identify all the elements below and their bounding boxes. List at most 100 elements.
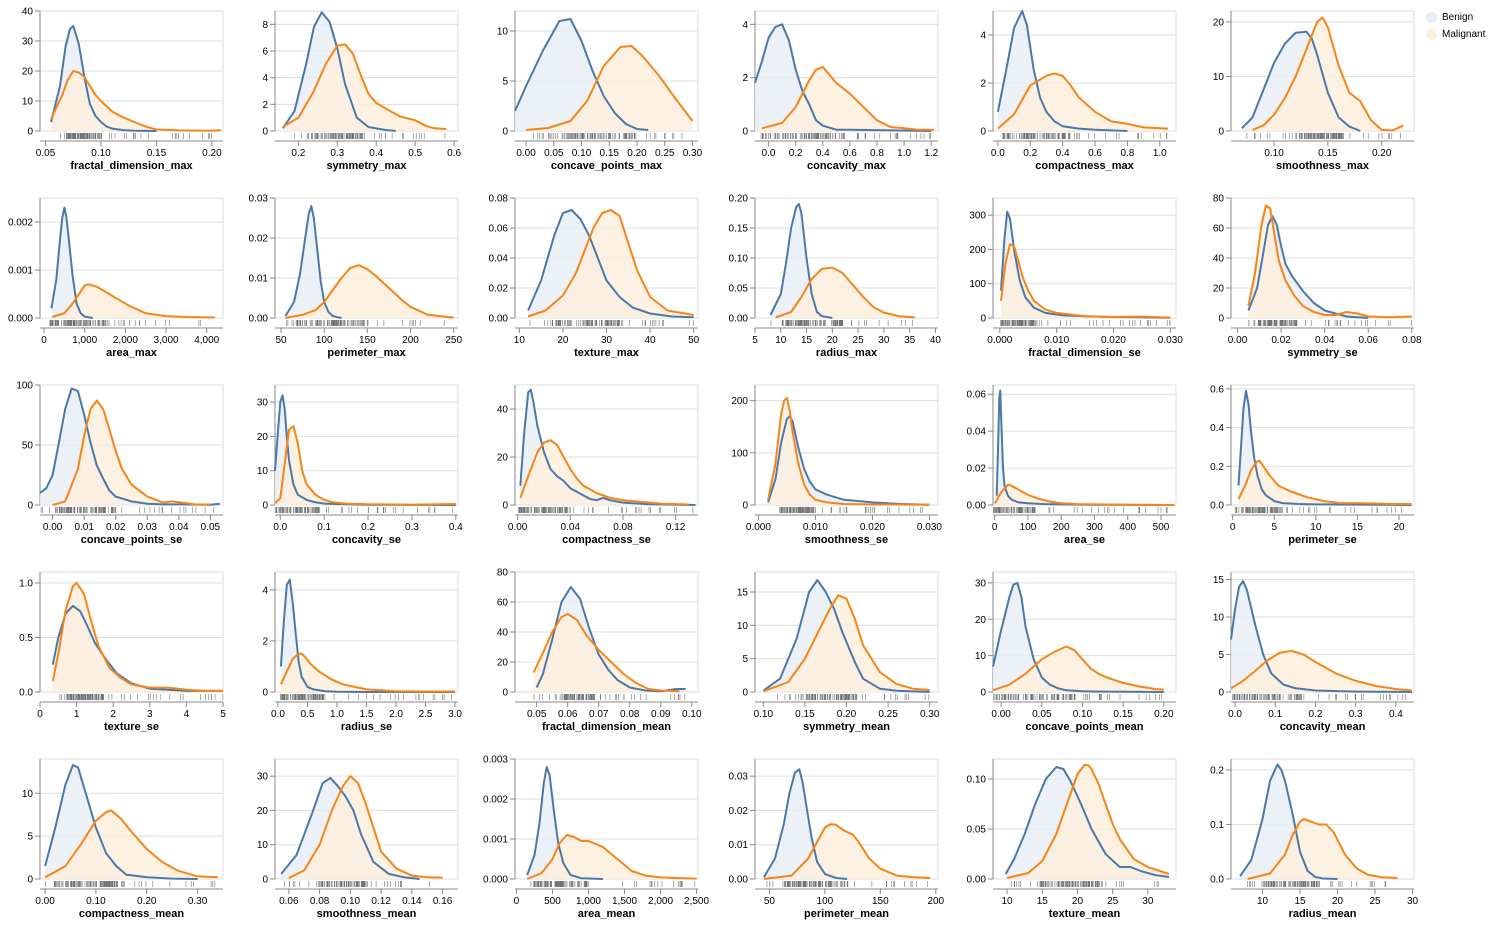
x-tick-label: 0.25 — [655, 148, 675, 159]
x-axis-label: symmetry_mean — [803, 721, 890, 733]
x-tick-label: 400 — [1119, 522, 1136, 533]
density-line-malignant — [526, 45, 694, 131]
x-tick-label: 2.0 — [389, 709, 403, 720]
density-line-malignant — [51, 283, 215, 319]
panel-symmetry-se: 0 20 40 60 80 0.00 0.02 0.04 0.06 0.08 symmetry_se — [1213, 194, 1422, 360]
x-tick-label: 10 — [775, 335, 787, 346]
x-tick-label: 4 — [184, 709, 190, 720]
x-tick-label: 5 — [1271, 522, 1277, 533]
x-axis-label: concave_points_se — [81, 534, 183, 546]
y-tick-label: 0.01 — [729, 840, 749, 851]
y-tick-label: 2 — [262, 100, 268, 111]
density-line-malignant — [1000, 243, 1171, 319]
x-tick-label: 200 — [402, 335, 419, 346]
panel-texture-max: 0.00 0.02 0.04 0.06 0.08 10 20 30 40 50 texture_ma… — [489, 194, 700, 360]
x-tick-label: 40 — [930, 335, 942, 346]
density-line-benign — [754, 23, 932, 132]
x-tick-label: 5 — [752, 335, 758, 346]
density-area-malignant — [1247, 819, 1398, 879]
x-tick-label: 3 — [147, 709, 153, 720]
rug-marks — [993, 507, 1168, 513]
x-axis-label: area_se — [1064, 534, 1105, 546]
density-line-benign — [1239, 763, 1338, 880]
x-tick-label: 0.4 — [1389, 709, 1403, 720]
density-area-malignant — [993, 646, 1164, 692]
x-axis-label: fractal_dimension_max — [70, 160, 193, 172]
y-tick-label: 0 — [1218, 127, 1224, 138]
density-line-malignant — [52, 399, 211, 506]
x-tick-label: 0.20 — [137, 896, 157, 907]
x-tick-label: 0.16 — [433, 896, 453, 907]
x-tick-label: 0.06 — [1359, 335, 1379, 346]
rug-marks — [760, 133, 931, 139]
panel-fractal-dimension-se: 0 100 200 300 0.000 0.010 0.020 0.030 fractal_di… — [969, 197, 1183, 359]
y-tick-label: 100 — [969, 279, 986, 290]
x-tick-label: 0.10 — [341, 896, 361, 907]
y-tick-label: 0 — [27, 875, 33, 886]
y-tick-label: 40 — [497, 628, 509, 639]
x-tick-label: 1.0 — [1153, 148, 1167, 159]
density-area-benign — [768, 416, 930, 505]
rug-marks — [45, 881, 216, 887]
x-tick-label: 2.5 — [419, 709, 433, 720]
y-tick-label: 20 — [22, 67, 34, 78]
x-tick-label: 10 — [1310, 522, 1322, 533]
y-tick-label: 10 — [975, 651, 987, 662]
density-line-malignant — [1247, 818, 1398, 880]
y-tick-label: 40 — [497, 405, 509, 416]
density-line-malignant — [761, 66, 934, 131]
rug-marks — [766, 881, 928, 887]
x-tick-label: 15 — [1294, 896, 1306, 907]
legend-item-benign[interactable]: Benign — [1426, 9, 1485, 26]
y-tick-label: 4 — [980, 31, 986, 42]
density-area-malignant — [52, 400, 211, 505]
x-tick-label: 0.20 — [627, 148, 647, 159]
rug-marks — [529, 320, 694, 326]
density-area-benign — [285, 206, 342, 318]
y-tick-label: 0 — [1218, 688, 1224, 699]
x-axis-label: compactness_mean — [79, 908, 184, 920]
density-line-malignant — [762, 594, 930, 693]
y-tick-label: 15 — [737, 588, 749, 599]
y-tick-label: 0.4 — [1210, 423, 1224, 434]
x-tick-label: 1.0 — [897, 148, 911, 159]
density-line-malignant — [519, 439, 689, 506]
x-tick-label: 0.6 — [447, 148, 461, 159]
panel-perimeter-max: 0.00 0.01 0.02 0.03 50 100 150 200 250 perimeter_… — [249, 194, 463, 360]
density-line-benign — [526, 766, 603, 880]
density-area-malignant — [761, 67, 934, 131]
x-tick-label: 0.10 — [86, 896, 106, 907]
x-tick-label: 20 — [1393, 522, 1405, 533]
x-tick-label: 20 — [1332, 896, 1344, 907]
x-tick-label: 0.00 — [43, 522, 63, 533]
density-area-malignant — [768, 398, 930, 505]
legend-item-malignant[interactable]: Malignant — [1426, 26, 1485, 43]
x-tick-label: 150 — [359, 335, 376, 346]
x-tick-label: 0.20 — [1372, 148, 1392, 159]
x-tick-label: 2,000 — [113, 335, 138, 346]
y-tick-label: 20 — [1213, 17, 1225, 28]
x-tick-label: 0.0 — [271, 709, 285, 720]
x-tick-label: 0.3 — [405, 522, 419, 533]
x-tick-label: 0.6 — [1088, 148, 1102, 159]
y-tick-label: 0.05 — [967, 825, 987, 836]
density-line-malignant — [279, 652, 455, 693]
x-tick-label: 200 — [1053, 522, 1070, 533]
density-area-malignant — [533, 614, 680, 692]
x-tick-label: 30 — [878, 335, 890, 346]
y-tick-label: 40 — [22, 7, 34, 18]
panel-radius-se: 0 2 4 0.0 0.5 1.0 1.5 2.0 2.5 3.0 radius_se — [262, 571, 462, 733]
y-tick-label: 0 — [502, 501, 508, 512]
density-line-benign — [50, 206, 94, 319]
x-tick-label: 0.30 — [920, 709, 940, 720]
x-tick-label: 0.05 — [544, 148, 564, 159]
x-tick-label: 40 — [645, 335, 657, 346]
density-area-malignant — [275, 426, 456, 505]
y-tick-label: 0.003 — [483, 755, 508, 766]
density-line-benign — [280, 776, 420, 880]
y-tick-label: 20 — [257, 806, 269, 817]
density-area-malignant — [280, 653, 455, 692]
density-area-malignant — [1001, 244, 1171, 318]
x-tick-label: 0.2 — [361, 522, 375, 533]
x-tick-label: 35 — [904, 335, 916, 346]
